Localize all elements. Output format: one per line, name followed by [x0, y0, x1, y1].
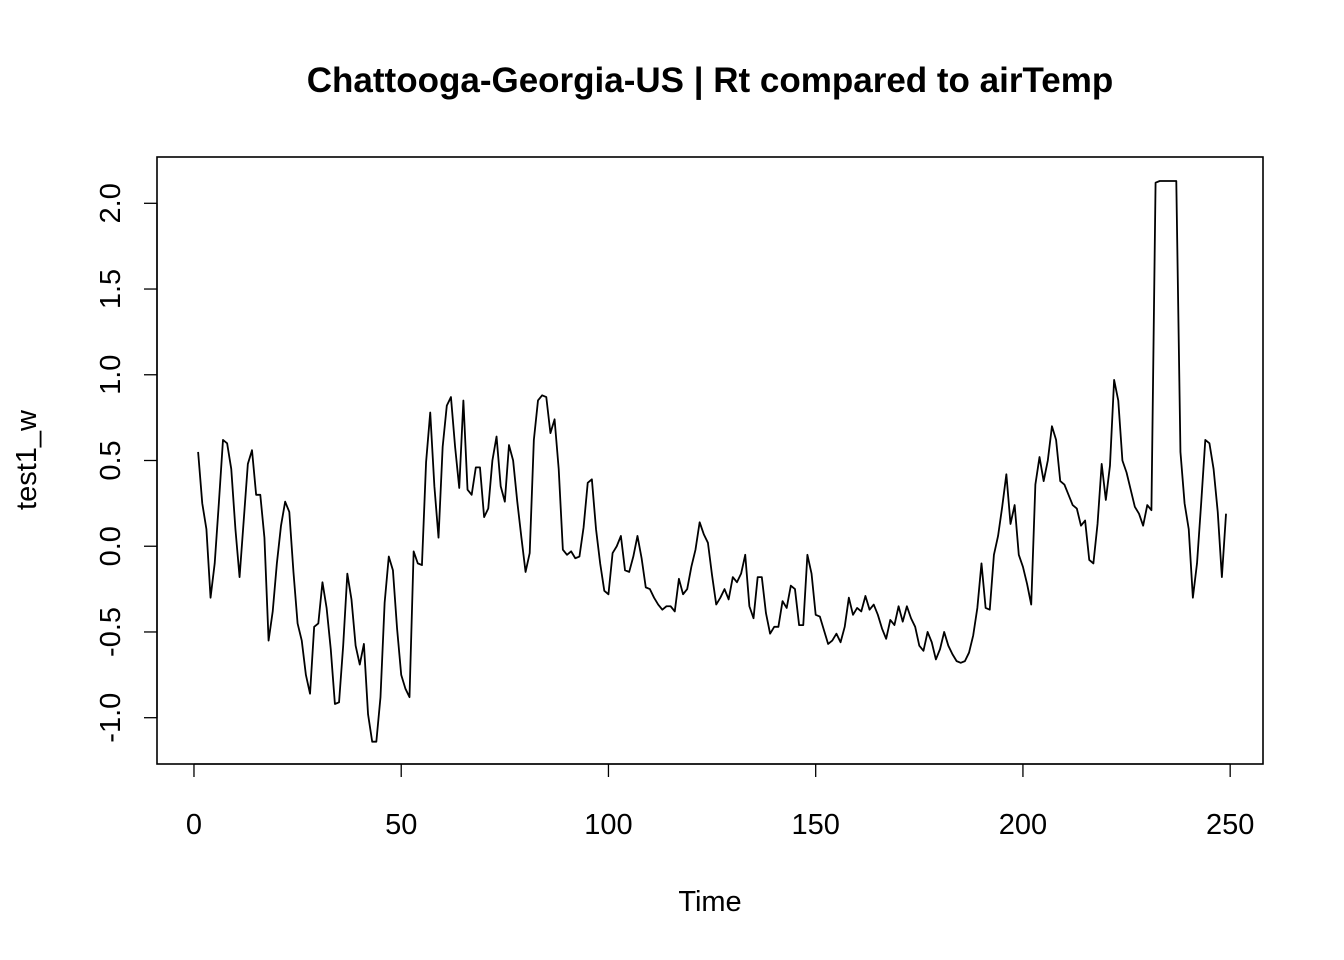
x-tick-label: 50 [385, 809, 417, 841]
x-tick-label: 200 [999, 809, 1047, 841]
y-axis-label: test1_w [11, 409, 43, 510]
x-tick-label: 100 [584, 809, 632, 841]
series-line [197, 180, 1227, 743]
y-tick-label: 1.5 [95, 269, 127, 309]
y-tick-label: 0.5 [95, 440, 127, 480]
y-axis: -1.0 -0.5 0.0 0.5 1.0 1.5 2.0 [95, 183, 158, 743]
y-tick-label: -0.5 [95, 607, 127, 657]
plot-frame [156, 156, 1264, 765]
x-tick-label: 150 [791, 809, 839, 841]
x-axis-label: Time [678, 886, 741, 918]
y-tick-label: -1.0 [95, 693, 127, 743]
x-tick-label: 250 [1206, 809, 1254, 841]
y-tick-label: 2.0 [95, 183, 127, 223]
x-tick-label: 0 [186, 809, 202, 841]
y-tick-label: 1.0 [95, 355, 127, 395]
chart-title: Chattooga-Georgia-US | Rt compared to ai… [307, 61, 1113, 100]
x-axis: 0 50 100 150 200 250 [186, 763, 1254, 841]
y-tick-label: 0.0 [95, 526, 127, 566]
